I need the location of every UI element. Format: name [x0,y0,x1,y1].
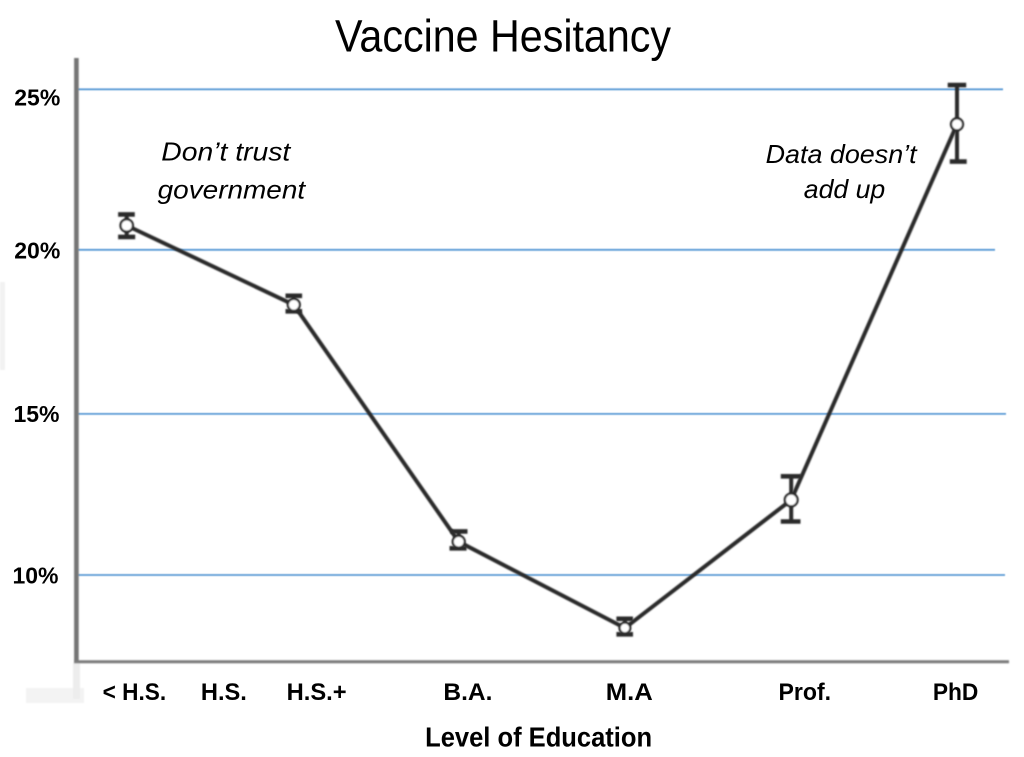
svg-text:government: government [158,174,307,204]
svg-text:H.S.+: H.S.+ [287,679,347,706]
svg-text:Don’t trust: Don’t trust [161,137,292,167]
svg-text:20%: 20% [14,238,60,264]
svg-text:H.S.: H.S. [201,679,247,706]
svg-text:M.A: M.A [606,679,653,706]
svg-text:Level of Education: Level of Education [425,721,652,752]
svg-text:B.A.: B.A. [443,679,492,706]
svg-text:< H.S.: < H.S. [103,679,167,706]
svg-text:Prof.: Prof. [779,679,832,706]
svg-text:15%: 15% [13,401,59,427]
svg-text:10%: 10% [12,563,58,589]
svg-text:Vaccine Hesitancy: Vaccine Hesitancy [335,10,671,61]
svg-text:Data doesn’t: Data doesn’t [766,139,919,169]
svg-text:PhD: PhD [933,679,979,706]
svg-text:add up: add up [804,174,886,204]
svg-text:25%: 25% [14,85,60,111]
